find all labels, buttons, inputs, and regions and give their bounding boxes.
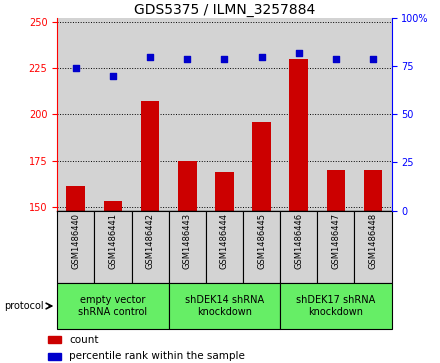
Text: GSM1486446: GSM1486446 bbox=[294, 213, 303, 269]
Text: GSM1486443: GSM1486443 bbox=[183, 213, 192, 269]
Bar bbox=[169, 18, 206, 211]
Bar bbox=[48, 352, 62, 360]
Bar bbox=[132, 18, 169, 211]
Text: GSM1486444: GSM1486444 bbox=[220, 213, 229, 269]
Text: empty vector
shRNA control: empty vector shRNA control bbox=[78, 295, 147, 317]
Text: shDEK14 shRNA
knockdown: shDEK14 shRNA knockdown bbox=[185, 295, 264, 317]
Bar bbox=[252, 122, 271, 211]
Title: GDS5375 / ILMN_3257884: GDS5375 / ILMN_3257884 bbox=[134, 3, 315, 17]
Bar bbox=[355, 18, 392, 211]
Bar bbox=[215, 172, 234, 211]
Text: shDEK17 shRNA
knockdown: shDEK17 shRNA knockdown bbox=[296, 295, 375, 317]
Bar bbox=[317, 18, 355, 211]
Point bbox=[147, 54, 154, 60]
Text: GSM1486441: GSM1486441 bbox=[108, 213, 117, 269]
Bar bbox=[48, 336, 62, 343]
Bar bbox=[280, 211, 317, 283]
Point bbox=[258, 54, 265, 60]
Text: count: count bbox=[69, 335, 99, 345]
Point bbox=[110, 73, 117, 79]
Bar bbox=[355, 211, 392, 283]
Bar bbox=[364, 170, 382, 211]
Bar bbox=[169, 283, 280, 329]
Bar bbox=[280, 18, 317, 211]
Point bbox=[72, 65, 79, 71]
Bar bbox=[326, 170, 345, 211]
Point bbox=[221, 56, 228, 61]
Bar bbox=[280, 283, 392, 329]
Point bbox=[295, 50, 302, 56]
Point bbox=[332, 56, 339, 61]
Text: GSM1486445: GSM1486445 bbox=[257, 213, 266, 269]
Point bbox=[370, 56, 377, 61]
Bar bbox=[57, 211, 94, 283]
Bar bbox=[317, 211, 355, 283]
Bar bbox=[178, 160, 197, 211]
Bar bbox=[141, 101, 159, 211]
Bar bbox=[243, 211, 280, 283]
Bar bbox=[104, 201, 122, 211]
Bar bbox=[57, 283, 169, 329]
Bar bbox=[66, 187, 85, 211]
Bar bbox=[132, 211, 169, 283]
Point bbox=[184, 56, 191, 61]
Bar bbox=[57, 18, 94, 211]
Text: percentile rank within the sample: percentile rank within the sample bbox=[69, 351, 245, 361]
Text: protocol: protocol bbox=[4, 301, 44, 311]
Bar bbox=[94, 211, 132, 283]
Text: GSM1486447: GSM1486447 bbox=[331, 213, 341, 269]
Text: GSM1486442: GSM1486442 bbox=[146, 213, 154, 269]
Bar bbox=[243, 18, 280, 211]
Bar bbox=[206, 211, 243, 283]
Text: GSM1486440: GSM1486440 bbox=[71, 213, 80, 269]
Bar bbox=[169, 211, 206, 283]
Text: GSM1486448: GSM1486448 bbox=[369, 213, 378, 269]
Bar bbox=[94, 18, 132, 211]
Bar bbox=[290, 59, 308, 211]
Bar bbox=[206, 18, 243, 211]
